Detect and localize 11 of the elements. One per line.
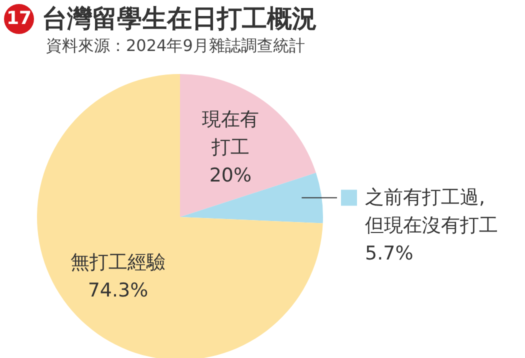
text: 17 xyxy=(4,4,34,34)
data-label: 20% xyxy=(209,164,252,187)
legend-label: 之前有打工過,但現在沒有打工 xyxy=(365,186,498,237)
pie-slice xyxy=(37,74,323,358)
data-label: 74.3% xyxy=(88,279,148,302)
pie-slice xyxy=(180,74,316,217)
chart-subtitle: 資料來源：2024年9月雜誌調查統計 xyxy=(46,36,305,57)
data-label: 5.7% xyxy=(365,242,414,265)
chart-title: 台灣留學生在日打工概況 xyxy=(42,3,317,35)
slice-label: 現在有打工 xyxy=(202,108,259,159)
slice-label: 無打工經驗 xyxy=(70,251,166,274)
